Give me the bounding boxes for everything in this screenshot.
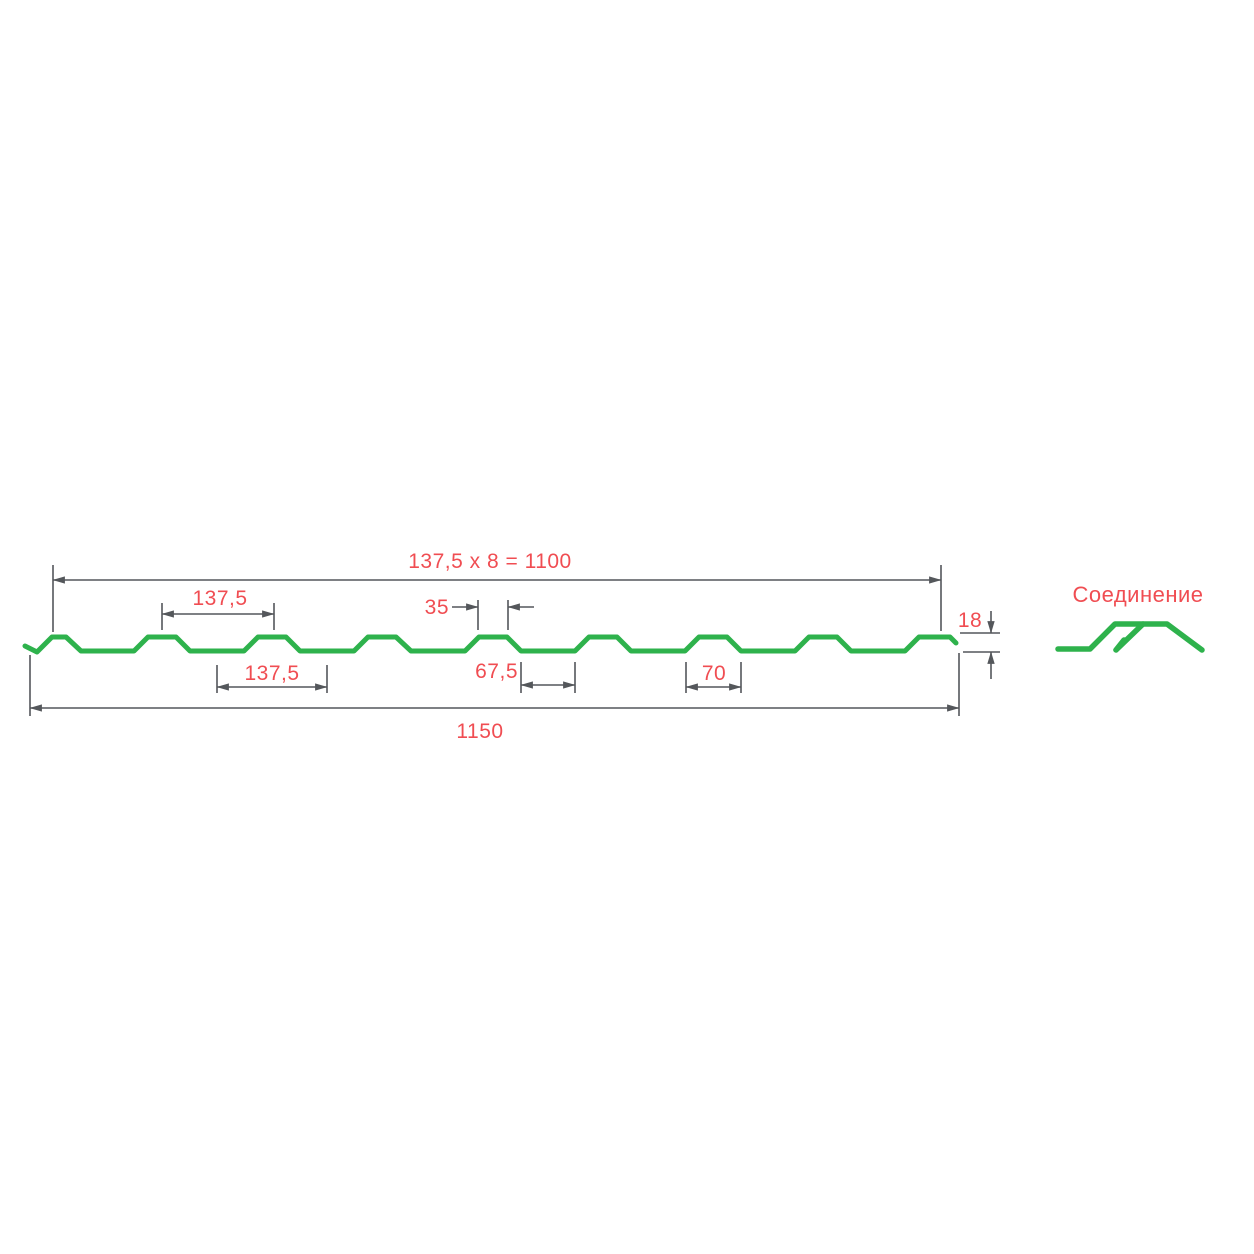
- joint-lower-sheet-rib: [1055, 621, 1205, 653]
- label-profile-height: 18: [958, 609, 982, 632]
- label-rib-bottom-width: 70: [702, 662, 726, 685]
- label-crest-top-width: 35: [425, 596, 449, 619]
- label-overall-width: 1150: [456, 720, 503, 743]
- joint-title: Соединение: [1072, 582, 1203, 607]
- dimension-labels-group: 137,5 x 8 = 1100 137,5 35 137,5 67,5 70 …: [192, 550, 1203, 743]
- joint-upper-sheet-hook-edge: [1113, 621, 1146, 653]
- label-pitch-bottom: 137,5: [244, 662, 299, 685]
- joint-detail-group: [1055, 621, 1205, 653]
- label-overall-pitch: 137,5 x 8 = 1100: [408, 550, 572, 573]
- sheet-profile-outline: [22, 634, 959, 655]
- dimension-lines-group: [29, 565, 1000, 716]
- label-pitch-top: 137,5: [192, 587, 247, 610]
- label-valley-width: 67,5: [475, 660, 518, 683]
